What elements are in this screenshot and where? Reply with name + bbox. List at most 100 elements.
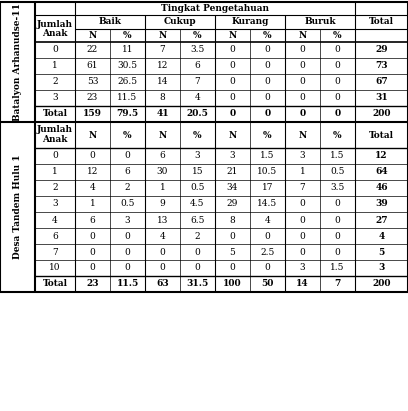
Text: 15: 15: [192, 168, 203, 176]
Text: 14.5: 14.5: [257, 199, 277, 208]
Text: 23: 23: [86, 279, 99, 289]
Text: Total: Total: [42, 109, 67, 118]
Text: 3: 3: [195, 152, 200, 161]
Text: Buruk: Buruk: [304, 18, 336, 26]
Text: 67: 67: [375, 78, 388, 86]
Text: Kurang: Kurang: [231, 18, 269, 26]
Text: 79.5: 79.5: [116, 109, 139, 118]
Text: 20.5: 20.5: [186, 109, 208, 118]
Text: 0: 0: [265, 93, 271, 102]
Text: %: %: [263, 31, 272, 40]
Text: 3: 3: [230, 152, 235, 161]
Text: 0: 0: [90, 263, 95, 272]
Text: 4: 4: [378, 231, 385, 240]
Text: 0: 0: [90, 231, 95, 240]
Text: 13: 13: [157, 215, 168, 224]
Text: 1.5: 1.5: [330, 263, 345, 272]
Text: Anak: Anak: [42, 29, 68, 38]
Text: 0: 0: [52, 152, 58, 161]
Text: 14: 14: [296, 279, 309, 289]
Text: 1: 1: [52, 62, 58, 71]
Text: %: %: [333, 131, 342, 139]
Text: 63: 63: [156, 279, 169, 289]
Text: 2.5: 2.5: [260, 247, 275, 256]
Text: 0: 0: [335, 109, 341, 118]
Text: 4: 4: [160, 231, 165, 240]
Text: 7: 7: [335, 279, 341, 289]
Text: 41: 41: [156, 109, 169, 118]
Text: 0: 0: [230, 93, 235, 102]
Text: 3: 3: [52, 199, 58, 208]
Text: 0: 0: [230, 46, 235, 55]
Text: 7: 7: [299, 183, 305, 192]
Text: 0: 0: [335, 46, 340, 55]
Text: Jumlah: Jumlah: [37, 125, 73, 134]
Text: 0: 0: [160, 263, 165, 272]
Text: 0: 0: [229, 109, 235, 118]
Text: 73: 73: [375, 62, 388, 71]
Text: 3: 3: [52, 93, 58, 102]
Text: 4: 4: [52, 215, 58, 224]
Text: 8: 8: [160, 93, 165, 102]
Text: 0: 0: [299, 46, 305, 55]
Text: 200: 200: [372, 109, 391, 118]
Text: 1.5: 1.5: [330, 152, 345, 161]
Text: 6: 6: [90, 215, 95, 224]
Text: 0: 0: [335, 231, 340, 240]
Text: N: N: [298, 131, 307, 139]
Text: 0: 0: [335, 93, 340, 102]
Text: 0: 0: [265, 46, 271, 55]
Text: 0: 0: [299, 231, 305, 240]
Text: 3: 3: [125, 215, 130, 224]
Text: 0: 0: [335, 78, 340, 86]
Text: 0: 0: [299, 247, 305, 256]
Text: 0: 0: [335, 62, 340, 71]
Text: 27: 27: [375, 215, 388, 224]
Text: 0: 0: [124, 231, 131, 240]
Text: 29: 29: [375, 46, 388, 55]
Text: 4: 4: [265, 215, 271, 224]
Text: Jumlah: Jumlah: [37, 20, 73, 29]
Text: 0: 0: [299, 62, 305, 71]
Text: 5: 5: [378, 247, 385, 256]
Text: Cukup: Cukup: [164, 18, 196, 26]
Text: 0: 0: [230, 62, 235, 71]
Text: 0: 0: [335, 247, 340, 256]
Text: N: N: [158, 31, 166, 40]
Text: 31: 31: [375, 93, 388, 102]
Text: 2: 2: [52, 78, 58, 86]
Text: 10: 10: [49, 263, 61, 272]
Text: 0: 0: [124, 247, 131, 256]
Text: 5: 5: [230, 247, 235, 256]
Text: 31.5: 31.5: [186, 279, 208, 289]
Text: 0: 0: [299, 215, 305, 224]
Text: 50: 50: [261, 279, 274, 289]
Text: 10.5: 10.5: [257, 168, 277, 176]
Text: 0: 0: [265, 263, 271, 272]
Text: 11: 11: [122, 46, 133, 55]
Text: 200: 200: [372, 279, 391, 289]
Text: 30: 30: [157, 168, 168, 176]
Text: 0: 0: [230, 263, 235, 272]
Text: 1: 1: [160, 183, 165, 192]
Text: 1: 1: [299, 168, 305, 176]
Text: 14: 14: [157, 78, 168, 86]
Text: 6: 6: [124, 168, 131, 176]
Text: 0: 0: [90, 152, 95, 161]
Text: %: %: [193, 31, 202, 40]
Text: 0: 0: [265, 62, 271, 71]
Text: 21: 21: [227, 168, 238, 176]
Text: 0: 0: [299, 199, 305, 208]
Text: 61: 61: [87, 62, 98, 71]
Text: 0: 0: [195, 263, 200, 272]
Text: N: N: [89, 131, 97, 139]
Text: 11.5: 11.5: [116, 279, 139, 289]
Text: 0.5: 0.5: [330, 168, 345, 176]
Text: 6: 6: [195, 62, 200, 71]
Text: 1: 1: [52, 168, 58, 176]
Text: Tingkat Pengetahuan: Tingkat Pengetahuan: [161, 4, 269, 13]
Text: 0: 0: [52, 46, 58, 55]
Text: 11.5: 11.5: [118, 93, 137, 102]
Text: Total: Total: [369, 131, 394, 139]
Text: 0: 0: [230, 78, 235, 86]
